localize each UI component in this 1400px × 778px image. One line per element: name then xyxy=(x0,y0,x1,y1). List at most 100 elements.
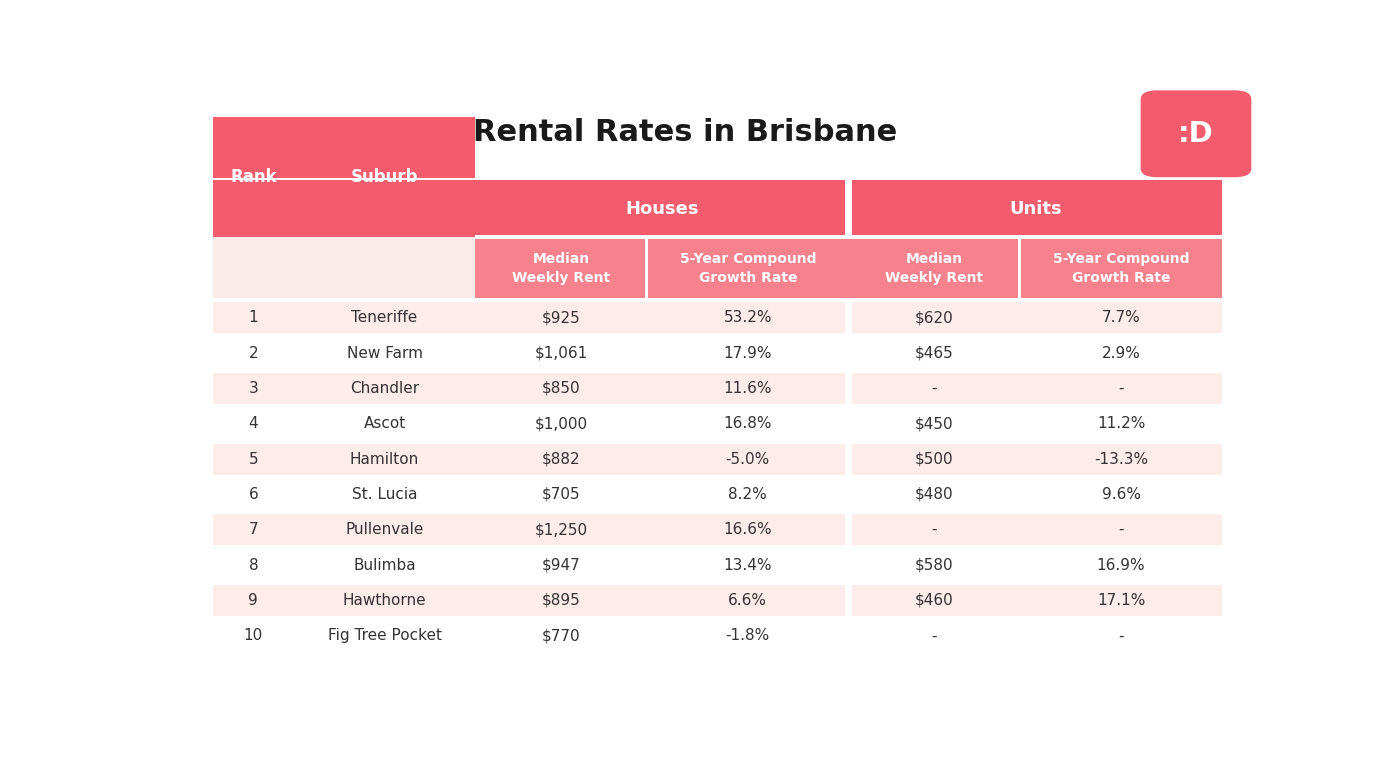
Text: 7.7%: 7.7% xyxy=(1102,310,1141,325)
Text: $450: $450 xyxy=(916,416,953,431)
FancyBboxPatch shape xyxy=(213,440,1222,443)
Text: $895: $895 xyxy=(542,593,581,608)
FancyBboxPatch shape xyxy=(846,619,853,654)
FancyBboxPatch shape xyxy=(213,333,1222,338)
Text: $460: $460 xyxy=(916,593,953,608)
Text: 9: 9 xyxy=(248,593,258,608)
Text: 16.9%: 16.9% xyxy=(1096,558,1145,573)
FancyBboxPatch shape xyxy=(213,404,1222,408)
Text: Hawthorne: Hawthorne xyxy=(343,593,427,608)
FancyBboxPatch shape xyxy=(213,616,1222,620)
FancyBboxPatch shape xyxy=(213,583,1222,619)
FancyBboxPatch shape xyxy=(846,335,853,371)
Text: 1: 1 xyxy=(249,310,258,325)
FancyBboxPatch shape xyxy=(213,335,1222,371)
FancyBboxPatch shape xyxy=(213,548,1222,583)
Text: Median
Weekly Rent: Median Weekly Rent xyxy=(885,252,984,285)
Text: 2.9%: 2.9% xyxy=(1102,345,1141,360)
FancyBboxPatch shape xyxy=(846,406,853,441)
Text: -: - xyxy=(1119,629,1124,643)
FancyBboxPatch shape xyxy=(846,117,853,237)
Text: $705: $705 xyxy=(542,487,581,502)
FancyBboxPatch shape xyxy=(213,369,1222,373)
Text: Rental Rates in Brisbane: Rental Rates in Brisbane xyxy=(473,117,897,147)
FancyBboxPatch shape xyxy=(846,583,853,619)
Text: $580: $580 xyxy=(916,558,953,573)
FancyBboxPatch shape xyxy=(209,178,1226,180)
Text: 8: 8 xyxy=(249,558,258,573)
FancyBboxPatch shape xyxy=(213,117,476,237)
FancyBboxPatch shape xyxy=(476,180,848,237)
FancyBboxPatch shape xyxy=(209,654,1226,656)
Text: -1.8%: -1.8% xyxy=(725,629,770,643)
Text: 3: 3 xyxy=(248,381,258,396)
FancyBboxPatch shape xyxy=(209,178,213,656)
FancyBboxPatch shape xyxy=(213,545,1222,549)
FancyBboxPatch shape xyxy=(846,300,853,335)
Text: $500: $500 xyxy=(916,451,953,467)
Text: Pullenvale: Pullenvale xyxy=(346,522,424,538)
Text: Median
Weekly Rent: Median Weekly Rent xyxy=(512,252,610,285)
Text: Fig Tree Pocket: Fig Tree Pocket xyxy=(328,629,441,643)
Text: Teneriffe: Teneriffe xyxy=(351,310,417,325)
Text: 16.6%: 16.6% xyxy=(724,522,771,538)
FancyBboxPatch shape xyxy=(213,180,1222,654)
Text: $1,000: $1,000 xyxy=(535,416,588,431)
Text: $620: $620 xyxy=(916,310,953,325)
Text: 6.6%: 6.6% xyxy=(728,593,767,608)
FancyBboxPatch shape xyxy=(213,371,1222,406)
Text: $882: $882 xyxy=(542,451,581,467)
Text: $1,061: $1,061 xyxy=(535,345,588,360)
FancyBboxPatch shape xyxy=(213,619,1222,654)
Text: -: - xyxy=(931,381,937,396)
Text: -: - xyxy=(1119,522,1124,538)
FancyBboxPatch shape xyxy=(644,237,648,300)
Text: :D: :D xyxy=(1179,120,1214,148)
FancyBboxPatch shape xyxy=(213,512,1222,548)
Text: $925: $925 xyxy=(542,310,581,325)
FancyBboxPatch shape xyxy=(846,548,853,583)
Text: 53.2%: 53.2% xyxy=(724,310,771,325)
Text: $1,250: $1,250 xyxy=(535,522,588,538)
Text: Suburb: Suburb xyxy=(351,168,419,186)
FancyBboxPatch shape xyxy=(213,510,1222,514)
Text: 5: 5 xyxy=(249,451,258,467)
FancyBboxPatch shape xyxy=(647,237,848,300)
FancyBboxPatch shape xyxy=(213,300,1222,335)
Text: 4: 4 xyxy=(249,416,258,431)
Text: Units: Units xyxy=(1009,200,1061,218)
FancyBboxPatch shape xyxy=(213,298,1222,302)
Text: Bulimba: Bulimba xyxy=(353,558,416,573)
Text: Rank: Rank xyxy=(230,168,277,186)
Text: 10: 10 xyxy=(244,629,263,643)
Text: 8.2%: 8.2% xyxy=(728,487,767,502)
Text: 7: 7 xyxy=(249,522,258,538)
Text: -5.0%: -5.0% xyxy=(725,451,770,467)
FancyBboxPatch shape xyxy=(846,477,853,512)
Text: -: - xyxy=(931,629,937,643)
Text: 11.6%: 11.6% xyxy=(724,381,771,396)
Text: St. Lucia: St. Lucia xyxy=(351,487,417,502)
Text: Houses: Houses xyxy=(626,200,699,218)
Text: 13.4%: 13.4% xyxy=(724,558,771,573)
Text: $947: $947 xyxy=(542,558,581,573)
FancyBboxPatch shape xyxy=(213,580,1222,585)
FancyBboxPatch shape xyxy=(1141,90,1252,177)
Text: 11.2%: 11.2% xyxy=(1098,416,1145,431)
Text: 2: 2 xyxy=(249,345,258,360)
Text: Hamilton: Hamilton xyxy=(350,451,419,467)
Text: 5-Year Compound
Growth Rate: 5-Year Compound Growth Rate xyxy=(679,252,816,285)
Text: -: - xyxy=(1119,381,1124,396)
FancyBboxPatch shape xyxy=(1021,237,1222,300)
Text: $850: $850 xyxy=(542,381,581,396)
FancyBboxPatch shape xyxy=(848,180,1222,237)
Text: 9.6%: 9.6% xyxy=(1102,487,1141,502)
FancyBboxPatch shape xyxy=(213,475,1222,478)
FancyBboxPatch shape xyxy=(213,477,1222,512)
FancyBboxPatch shape xyxy=(476,237,647,300)
FancyBboxPatch shape xyxy=(213,298,1222,302)
Text: 16.8%: 16.8% xyxy=(724,416,771,431)
Text: $480: $480 xyxy=(916,487,953,502)
FancyBboxPatch shape xyxy=(846,371,853,406)
FancyBboxPatch shape xyxy=(1018,237,1022,300)
